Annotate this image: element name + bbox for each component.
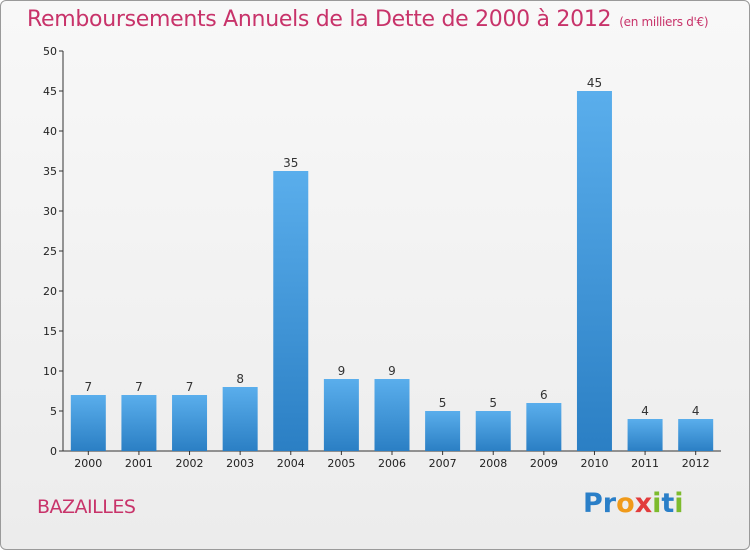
y-tick-label: 45	[43, 85, 57, 98]
x-tick-label: 2006	[378, 457, 406, 470]
bar	[121, 395, 157, 451]
bar	[526, 403, 562, 451]
data-label: 7	[135, 380, 143, 394]
data-label: 4	[692, 404, 700, 418]
bar	[425, 411, 461, 451]
x-tick-label: 2008	[479, 457, 507, 470]
y-tick-label: 5	[50, 405, 57, 418]
x-tick-label: 2002	[176, 457, 204, 470]
data-label: 5	[439, 396, 447, 410]
y-tick-label: 10	[43, 365, 57, 378]
x-tick-label: 2011	[631, 457, 659, 470]
logo-letter: x	[634, 488, 653, 519]
logo-letter: P	[583, 488, 603, 519]
x-tick-label: 2003	[226, 457, 254, 470]
y-tick-label: 35	[43, 165, 57, 178]
labels: 2000 7 2001 7 2002 7 2003 8 2004 35 2005 9 2006 9 2007…	[74, 76, 709, 470]
bar	[222, 387, 258, 451]
logo-letter: o	[616, 488, 635, 519]
data-label: 8	[236, 372, 244, 386]
chart-title-text: Remboursements Annuels de la Dette de 20…	[27, 7, 612, 32]
data-label: 35	[283, 156, 298, 170]
bar	[678, 419, 714, 451]
data-label: 4	[641, 404, 649, 418]
bar	[172, 395, 208, 451]
bars	[70, 91, 714, 451]
data-label: 45	[587, 76, 602, 90]
y-tick-label: 20	[43, 285, 57, 298]
data-label: 9	[338, 364, 346, 378]
y-tick-label: 25	[43, 245, 57, 258]
data-label: 5	[489, 396, 497, 410]
bar	[70, 395, 106, 451]
data-label: 9	[388, 364, 396, 378]
logo-letter: i	[674, 488, 684, 519]
bar	[475, 411, 511, 451]
y-tick-label: 0	[50, 445, 57, 458]
y-tick-label: 50	[43, 45, 57, 58]
data-label: 6	[540, 388, 548, 402]
y-tick-label: 15	[43, 325, 57, 338]
bar	[374, 379, 410, 451]
x-tick-label: 2005	[327, 457, 355, 470]
y-tick-label: 40	[43, 125, 57, 138]
chart-unit: (en milliers d'€)	[619, 15, 709, 29]
logo-letter: r	[602, 488, 617, 519]
y-tick-label: 30	[43, 205, 57, 218]
x-tick-label: 2007	[429, 457, 457, 470]
logo-letter: i	[652, 488, 662, 519]
bar	[576, 91, 612, 451]
commune-name: BAZAILLES	[37, 496, 136, 518]
proxiti-logo: Proxiti	[583, 488, 684, 519]
x-tick-label: 2001	[125, 457, 153, 470]
logo-letter: t	[661, 488, 675, 519]
x-tick-label: 2004	[277, 457, 305, 470]
bar	[323, 379, 359, 451]
bar	[273, 171, 309, 451]
data-label: 7	[84, 380, 92, 394]
data-label: 7	[186, 380, 194, 394]
chart-title: Remboursements Annuels de la Dette de 20…	[27, 7, 709, 32]
bar	[627, 419, 663, 451]
x-tick-label: 2012	[682, 457, 710, 470]
x-tick-label: 2010	[580, 457, 608, 470]
x-tick-label: 2009	[530, 457, 558, 470]
x-tick-label: 2000	[74, 457, 102, 470]
